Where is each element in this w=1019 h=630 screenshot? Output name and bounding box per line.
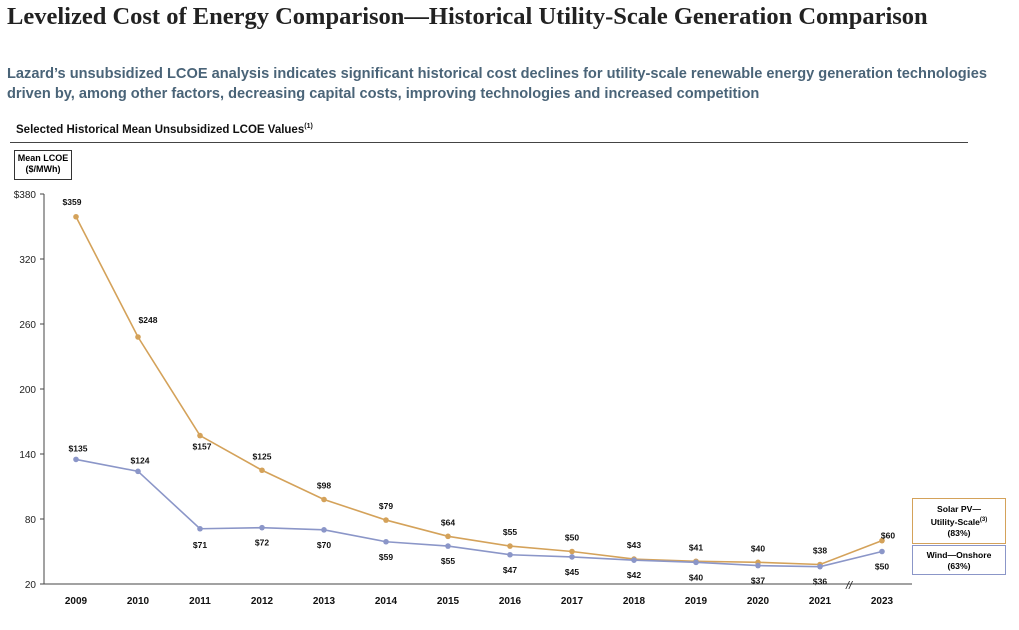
wind-data-point xyxy=(321,527,327,533)
solar-data-point xyxy=(445,533,451,540)
wind-data-point xyxy=(259,524,265,531)
chart-heading-footnote: (1) xyxy=(304,123,313,130)
x-tick-label: 2011 xyxy=(189,596,211,607)
x-tick-label: 2009 xyxy=(65,596,88,607)
wind-data-label: $124 xyxy=(131,455,150,465)
solar-data-label: $157 xyxy=(193,442,212,452)
solar-data-label: $98 xyxy=(317,481,331,491)
axis-break-mark: // xyxy=(845,580,853,592)
wind-data-point xyxy=(73,456,79,463)
x-tick-label: 2016 xyxy=(499,596,522,607)
y-tick-label: 80 xyxy=(25,515,37,526)
solar-data-label: $125 xyxy=(253,451,272,461)
solar-data-point xyxy=(507,543,513,549)
wind-data-label: $36 xyxy=(813,577,827,587)
wind-data-label: $47 xyxy=(503,565,517,575)
legend-solar-line2-wrap: Utility-Scale(3) xyxy=(913,515,1005,528)
page-subtitle: Lazard’s unsubsidized LCOE analysis indi… xyxy=(7,66,987,102)
y-tick-label: 140 xyxy=(19,450,36,461)
solar-data-label: $359 xyxy=(63,197,82,207)
wind-data-label: $55 xyxy=(441,556,455,566)
wind-data-point xyxy=(135,468,141,475)
chart-heading-text: Selected Historical Mean Unsubsidized LC… xyxy=(16,123,305,136)
solar-data-point xyxy=(197,432,203,439)
solar-data-point xyxy=(73,213,79,220)
wind-data-point xyxy=(755,562,761,569)
solar-data-label: $43 xyxy=(627,540,641,550)
wind-data-point xyxy=(631,557,637,563)
legend-wind-line1: Wind—Onshore xyxy=(926,550,992,560)
y-tick-label: 20 xyxy=(25,580,37,591)
legend-solar-line2: Utility-Scale xyxy=(930,516,980,527)
x-tick-label: 2019 xyxy=(685,596,708,607)
solar-data-point xyxy=(569,548,575,555)
solar-data-label: $79 xyxy=(379,501,393,511)
wind-data-point xyxy=(197,525,203,532)
wind-data-label: $42 xyxy=(627,570,641,580)
legend-solar: Solar PV— Utility-Scale(3) (83%) xyxy=(912,498,1006,544)
wind-series-line xyxy=(75,458,883,568)
y-tick-label: $380 xyxy=(14,190,37,201)
legend-wind: Wind—Onshore (63%) xyxy=(912,545,1006,575)
solar-series-line xyxy=(75,216,883,566)
wind-data-label: $37 xyxy=(751,576,765,586)
x-tick-label: 2015 xyxy=(437,596,460,607)
wind-data-label: $135 xyxy=(69,443,88,453)
legend-solar-pct: (83%) xyxy=(947,527,971,538)
legend-wind-pct: (63%) xyxy=(947,561,971,571)
x-tick-label: 2013 xyxy=(313,596,336,607)
y-tick-label: 200 xyxy=(19,385,36,396)
solar-data-label: $60 xyxy=(881,531,895,541)
y-tick-label: 320 xyxy=(19,255,36,266)
legend-solar-line1: Solar PV— xyxy=(937,504,981,514)
x-tick-label: 2020 xyxy=(747,596,770,607)
y-tick-label: 260 xyxy=(19,320,36,331)
solar-data-point xyxy=(321,496,327,503)
solar-data-label: $50 xyxy=(565,533,579,543)
solar-data-point xyxy=(259,467,265,474)
chart-heading: Selected Historical Mean Unsubsidized LC… xyxy=(16,123,313,136)
x-tick-label: 2010 xyxy=(127,596,150,607)
legend-solar-footnote: (3) xyxy=(979,517,988,523)
solar-data-point xyxy=(383,517,389,523)
wind-data-point xyxy=(879,548,885,555)
wind-data-label: $50 xyxy=(875,562,889,572)
wind-data-label: $71 xyxy=(193,540,207,550)
wind-data-point xyxy=(383,538,389,545)
wind-data-point xyxy=(569,554,575,560)
wind-data-point xyxy=(445,543,451,549)
solar-data-label: $248 xyxy=(139,315,158,325)
x-tick-label: 2014 xyxy=(375,596,398,607)
page-title: Levelized Cost of Energy Comparison—Hist… xyxy=(7,3,928,30)
heading-rule xyxy=(10,142,968,143)
wind-data-point xyxy=(507,551,513,558)
solar-data-label: $64 xyxy=(441,517,455,527)
wind-data-label: $70 xyxy=(317,540,331,550)
y-axis-label-line1: Mean LCOE xyxy=(17,153,69,163)
x-tick-label: 2021 xyxy=(809,596,832,607)
wind-data-label: $45 xyxy=(565,567,579,577)
solar-data-label: $38 xyxy=(813,546,827,556)
y-axis-label-box: Mean LCOE ($/MWh) xyxy=(14,150,72,180)
solar-data-label: $41 xyxy=(689,542,703,552)
y-axis-label-line2: ($/MWh) xyxy=(25,164,61,174)
wind-data-label: $72 xyxy=(255,538,269,548)
x-tick-label: 2017 xyxy=(561,596,584,607)
solar-data-label: $40 xyxy=(751,543,765,553)
wind-data-label: $59 xyxy=(379,552,393,562)
solar-data-point xyxy=(879,537,885,544)
solar-data-point xyxy=(135,334,141,340)
wind-data-label: $40 xyxy=(689,572,703,582)
solar-data-label: $55 xyxy=(503,527,517,537)
x-tick-label: 2012 xyxy=(251,596,274,607)
wind-data-point xyxy=(693,559,699,566)
x-tick-label: 2018 xyxy=(623,596,646,607)
wind-data-point xyxy=(817,563,823,570)
x-tick-label: 2023 xyxy=(871,596,894,607)
